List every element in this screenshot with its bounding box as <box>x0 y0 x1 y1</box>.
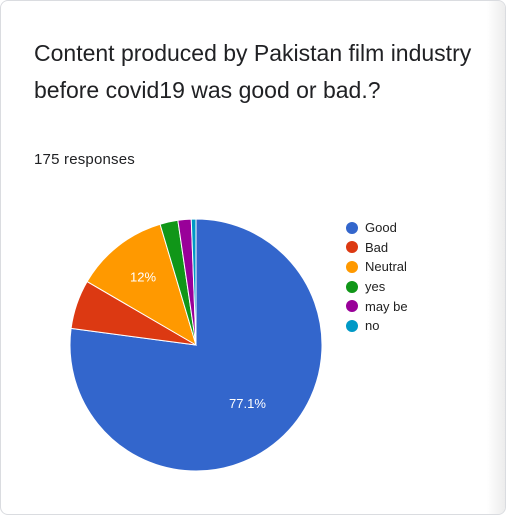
legend-label: no <box>365 318 380 334</box>
pie-data-label: 77.1% <box>229 396 266 411</box>
pie-data-label: 12% <box>130 270 156 285</box>
legend-swatch-icon <box>346 241 358 254</box>
response-count: 175 responses <box>34 151 136 168</box>
legend-item[interactable]: Good <box>346 218 408 238</box>
legend-item[interactable]: yes <box>346 277 408 297</box>
legend-label: Neutral <box>365 259 407 275</box>
pie-slice-good <box>69 218 323 472</box>
pie-slice-no <box>190 218 197 346</box>
legend-swatch-icon <box>346 300 358 313</box>
legend-swatch-icon <box>346 280 358 293</box>
legend-swatch-icon <box>346 221 358 234</box>
chart-legend: Good Bad Neutral yes may be no <box>346 218 408 336</box>
legend-item[interactable]: may be <box>346 296 408 316</box>
legend-label: Bad <box>365 239 389 255</box>
legend-item[interactable]: Bad <box>346 238 408 258</box>
legend-item[interactable]: no <box>346 316 408 336</box>
legend-item[interactable]: Neutral <box>346 257 408 277</box>
legend-swatch-icon <box>346 319 358 332</box>
legend-swatch-icon <box>346 260 358 273</box>
legend-label: Good <box>365 220 397 236</box>
legend-label: yes <box>365 279 386 295</box>
card-edge-shadow <box>487 1 505 514</box>
legend-label: may be <box>365 298 408 314</box>
question-title: Content produced by Pakistan film indust… <box>34 40 472 103</box>
